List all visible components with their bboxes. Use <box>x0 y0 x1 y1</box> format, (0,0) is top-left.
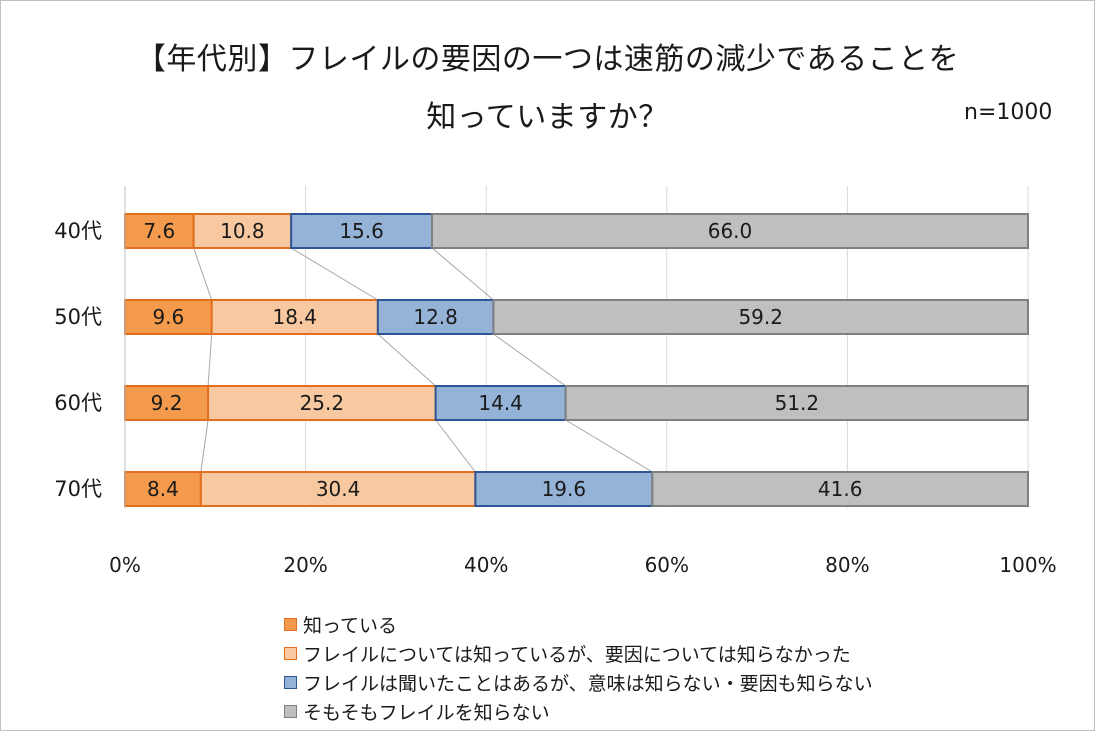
data-label: 41.6 <box>818 477 863 501</box>
bar-segment <box>651 471 1029 507</box>
bar-segment <box>431 213 1029 249</box>
category-label: 60代 <box>54 391 102 415</box>
legend-item: 知っている <box>284 610 873 639</box>
data-label: 19.6 <box>542 477 587 501</box>
data-label: 12.8 <box>413 305 458 329</box>
data-label: 14.4 <box>478 391 523 415</box>
legend-item: そもそもフレイルを知らない <box>284 697 873 726</box>
bar-segment <box>210 299 379 335</box>
bar-segment <box>290 213 434 249</box>
category-label: 70代 <box>54 477 102 501</box>
bar-segment <box>492 299 1029 335</box>
x-tick-label: 20% <box>283 553 327 577</box>
chart-title-line2: 知っていますか？ <box>426 100 669 135</box>
x-tick-label: 80% <box>825 553 869 577</box>
data-label: 66.0 <box>708 219 753 243</box>
bar-segment <box>124 299 213 335</box>
series-line <box>565 419 653 473</box>
legend-swatch <box>284 618 297 631</box>
data-label: 30.4 <box>316 477 361 501</box>
legend-label: 知っている <box>303 615 398 637</box>
series-line <box>207 333 213 387</box>
legend-label: フレイルは聞いたことはあるが、意味は知らない・要因も知らない <box>303 673 873 695</box>
legend-swatch <box>284 676 297 689</box>
data-label: 9.6 <box>152 305 184 329</box>
data-label: 59.2 <box>738 305 783 329</box>
chart-title-line1: 【年代別】フレイルの要因の一つは速筋の減少であることを <box>135 42 960 77</box>
x-tick-label: 100% <box>999 553 1056 577</box>
bar-segment <box>376 299 495 335</box>
series-line <box>290 247 379 301</box>
bar-segment <box>124 213 195 249</box>
data-label: 7.6 <box>143 219 175 243</box>
chart-legend: 知っているフレイルについては知っているが、要因については知らなかった フレイルは聞… <box>284 610 873 726</box>
data-label: 10.8 <box>220 219 265 243</box>
legend-swatch <box>284 705 297 718</box>
series-line <box>493 333 566 387</box>
series-line <box>431 247 494 301</box>
series-line <box>435 419 476 473</box>
series-line <box>200 419 209 473</box>
category-label: 40代 <box>54 219 102 243</box>
data-label: 9.2 <box>151 391 183 415</box>
legend-item: フレイルは聞いたことはあるが、意味は知らない・要因も知らない <box>284 668 873 697</box>
data-label: 51.2 <box>775 391 820 415</box>
legend-label: フレイルについては知っているが、要因については知らなかった <box>303 644 851 666</box>
legend-item: フレイルについては知っているが、要因については知らなかった <box>284 639 873 668</box>
x-tick-label: 60% <box>645 553 689 577</box>
sample-size-label: n=1000 <box>964 100 1053 125</box>
legend-label: そもそもフレイルを知らない <box>303 702 550 724</box>
data-label: 15.6 <box>339 219 384 243</box>
bar-segment <box>199 471 477 507</box>
series-line <box>377 333 436 387</box>
bar-segment <box>434 385 567 421</box>
x-tick-label: 40% <box>464 553 508 577</box>
data-label: 8.4 <box>147 477 179 501</box>
category-label: 50代 <box>54 305 102 329</box>
legend-swatch <box>284 647 297 660</box>
bar-segment <box>564 385 1029 421</box>
series-line <box>193 247 213 301</box>
x-tick-label: 0% <box>109 553 141 577</box>
data-label: 18.4 <box>272 305 317 329</box>
bar-segment <box>207 385 437 421</box>
data-label: 25.2 <box>300 391 345 415</box>
